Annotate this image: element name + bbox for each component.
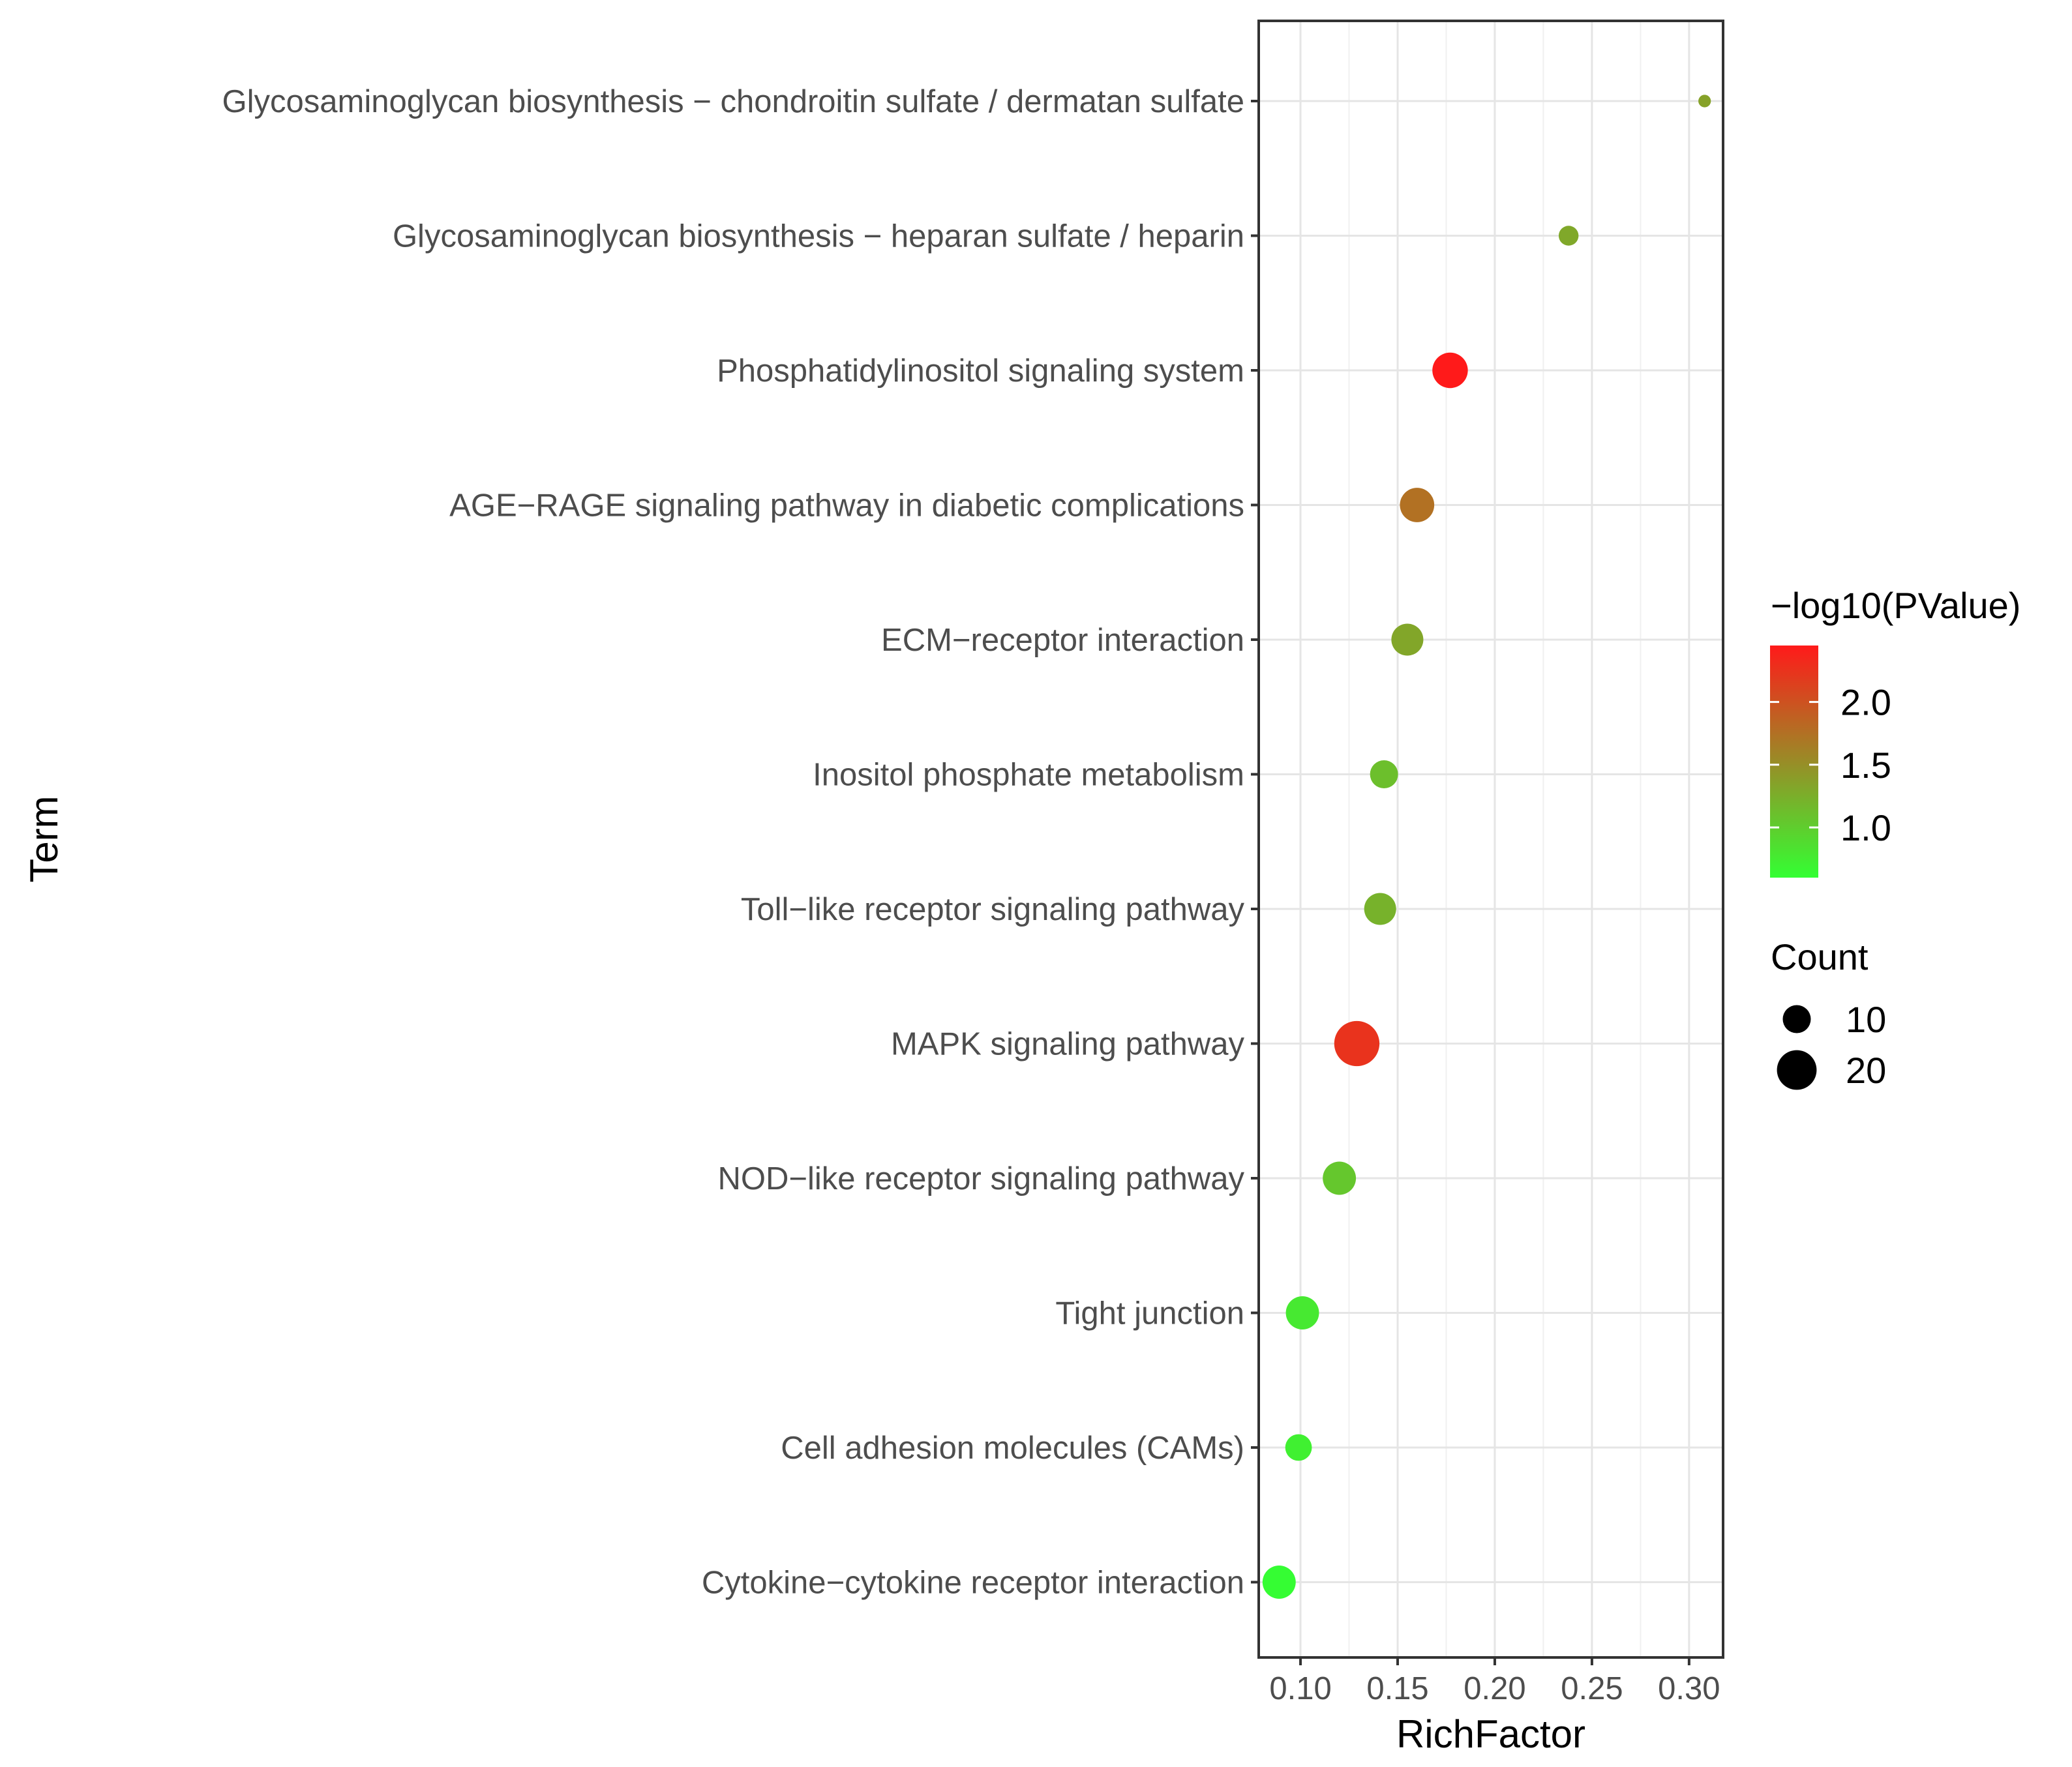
color-bar-tick-label: 1.5 <box>1840 745 1891 786</box>
x-tick-label: 0.30 <box>1658 1671 1720 1706</box>
plot-panel-border <box>1257 20 1724 1659</box>
plot-panel-background <box>1259 21 1723 1657</box>
y-axis: Glycosaminoglycan biosynthesis − chondro… <box>222 84 1259 1601</box>
data-point <box>1323 1161 1357 1195</box>
size-legend-dot <box>1782 1005 1811 1033</box>
size-legend-label: 20 <box>1846 1050 1886 1091</box>
x-tick-label: 0.20 <box>1464 1671 1525 1706</box>
y-tick-label: AGE−RAGE signaling pathway in diabetic c… <box>449 488 1244 524</box>
x-tick-label: 0.25 <box>1561 1671 1623 1706</box>
data-point <box>1364 893 1396 925</box>
x-axis-title: RichFactor <box>1396 1712 1585 1756</box>
data-point <box>1698 95 1711 108</box>
color-bar-tick-label: 1.0 <box>1840 807 1891 848</box>
data-point <box>1334 1020 1380 1067</box>
color-legend: −log10(PValue) 2.0 1.5 1.0 <box>1770 585 2020 878</box>
size-legend-title: Count <box>1771 936 1869 977</box>
color-bar-tick-label: 2.0 <box>1840 682 1891 723</box>
y-tick-label: ECM−receptor interaction <box>881 623 1244 658</box>
y-axis-title: Term <box>22 795 66 882</box>
y-tick-label: Tight junction <box>1055 1296 1244 1331</box>
size-legend-dot <box>1777 1050 1817 1090</box>
y-tick-label: NOD−like receptor signaling pathway <box>717 1161 1244 1196</box>
data-point <box>1558 226 1579 246</box>
y-tick-label: Toll−like receptor signaling pathway <box>741 892 1245 927</box>
data-point <box>1400 488 1435 522</box>
x-tick-label: 0.10 <box>1269 1671 1331 1706</box>
color-bar <box>1770 646 1818 878</box>
y-tick-label: MAPK signaling pathway <box>891 1027 1245 1062</box>
y-tick-label: Glycosaminoglycan biosynthesis − chondro… <box>222 84 1244 119</box>
y-tick-label: Glycosaminoglycan biosynthesis − heparan… <box>393 219 1244 254</box>
color-legend-title: −log10(PValue) <box>1771 585 2020 626</box>
y-tick-label: Inositol phosphate metabolism <box>813 758 1244 793</box>
data-point <box>1391 623 1424 656</box>
grid-lines <box>1259 21 1723 1657</box>
data-point <box>1370 760 1398 789</box>
data-point <box>1432 352 1468 389</box>
color-bar-ticks: 2.0 1.5 1.0 <box>1770 682 1891 848</box>
data-point <box>1285 1434 1312 1461</box>
x-axis: 0.10 0.15 0.20 0.25 0.30 <box>1269 1657 1720 1706</box>
data-points <box>1262 95 1711 1599</box>
data-point <box>1285 1296 1319 1329</box>
y-tick-label: Phosphatidylinositol signaling system <box>717 353 1244 389</box>
data-point <box>1262 1566 1296 1599</box>
y-tick-label: Cytokine−cytokine receptor interaction <box>702 1566 1244 1601</box>
x-tick-label: 0.15 <box>1366 1671 1428 1706</box>
y-tick-label: Cell adhesion molecules (CAMs) <box>781 1431 1244 1466</box>
size-legend-label: 10 <box>1846 999 1886 1040</box>
